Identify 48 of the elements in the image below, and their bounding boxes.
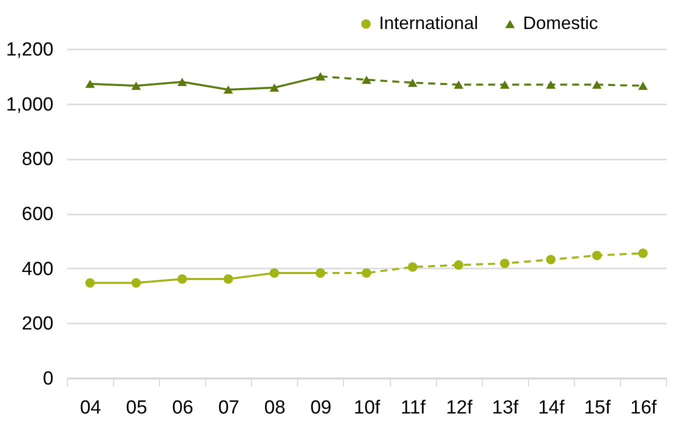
point: [316, 72, 326, 81]
point: [592, 250, 602, 260]
x-tick-label: 05: [126, 398, 148, 418]
point: [546, 80, 556, 89]
point: [500, 258, 510, 268]
point: [592, 80, 602, 89]
point: [454, 80, 464, 89]
point: [546, 254, 556, 264]
y-tick-label: 1,000: [6, 94, 54, 116]
point: [500, 80, 510, 89]
x-tick-label: 04: [80, 398, 102, 418]
x-tick-label: 06: [172, 398, 194, 418]
y-tick-label: 400: [22, 258, 54, 280]
point: [408, 78, 418, 87]
point: [85, 278, 95, 288]
x-tick-label: 11f: [400, 398, 426, 418]
x-tick-label: 13f: [492, 398, 520, 418]
point: [177, 274, 187, 284]
point: [362, 268, 372, 278]
y-tick-label: 800: [22, 149, 54, 170]
point: [638, 82, 648, 90]
point: [454, 260, 464, 270]
point: [85, 80, 95, 88]
x-tick-label: 16f: [630, 398, 658, 418]
x-tick-label: 15f: [584, 398, 612, 418]
point: [224, 274, 234, 284]
legend-label: International: [379, 13, 478, 33]
x-tick-label: 08: [264, 398, 286, 418]
point: [177, 78, 187, 86]
y-tick-label: 0: [42, 368, 54, 390]
x-tick-label: 12f: [446, 398, 474, 418]
y-tick-label: 1,200: [6, 40, 54, 60]
y-tick-label: 200: [22, 314, 54, 335]
y-tick-label: 600: [22, 204, 54, 225]
x-tick-label: 07: [218, 398, 240, 418]
x-tick-label: 10f: [354, 398, 381, 418]
point: [270, 84, 280, 92]
point: [131, 278, 141, 288]
point: [362, 76, 372, 84]
x-tick-label: 09: [310, 398, 332, 418]
x-tick-label: 14f: [538, 398, 566, 418]
point: [638, 248, 648, 258]
point: [224, 85, 234, 94]
point: [408, 262, 418, 272]
point: [270, 268, 280, 278]
point: [316, 268, 326, 278]
legend-label: Domestic: [523, 13, 598, 33]
point: [131, 82, 141, 90]
